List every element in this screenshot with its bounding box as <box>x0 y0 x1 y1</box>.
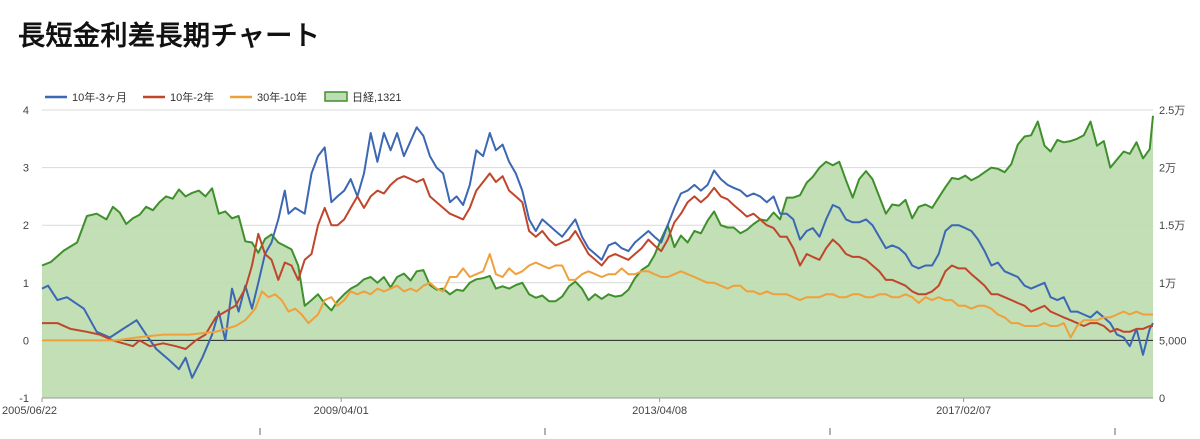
series-line-1 <box>42 172 1153 350</box>
left-tick-label: 0 <box>23 335 29 347</box>
right-tick-label: 2.5万 <box>1159 105 1185 117</box>
legend-label: 30年-10年 <box>257 90 307 104</box>
right-axis: 0 5,000 1万 1.5万 2万 2.5万 <box>1159 105 1187 405</box>
x-tick-label: 2013/04/08 <box>632 405 687 417</box>
series-lines <box>41 115 1154 379</box>
left-tick-label: 1 <box>23 278 29 290</box>
left-tick-label: 2 <box>23 220 29 232</box>
right-tick-label: 0 <box>1159 393 1165 405</box>
legend-swatch-area <box>324 91 348 102</box>
left-tick-label: -1 <box>19 393 29 405</box>
legend-label: 10年-3ヶ月 <box>72 90 127 104</box>
x-axis: 2005/06/22 2009/04/01 2013/04/08 2017/02/07 <box>2 398 1116 435</box>
zero-layer <box>42 339 1153 399</box>
x-tick-label: 2009/04/01 <box>314 405 369 417</box>
series-line-0 <box>41 126 1154 379</box>
page-title: 長短金利差長期チャート <box>18 21 321 52</box>
series-line-3 <box>41 115 1154 312</box>
left-tick-label: 4 <box>23 105 29 117</box>
right-tick-label: 5,000 <box>1159 335 1187 347</box>
legend-label: 日経,1321 <box>352 91 402 104</box>
right-tick-label: 1.5万 <box>1159 220 1185 232</box>
left-tick-label: 3 <box>23 163 29 175</box>
right-tick-label: 2万 <box>1159 163 1176 175</box>
x-tick-label: 2017/02/07 <box>936 405 991 417</box>
legend-label: 10年-2年 <box>170 90 214 104</box>
series-line-2 <box>42 253 1153 342</box>
x-tick-label: 2005/06/22 <box>2 405 57 417</box>
left-axis: -1 0 1 2 3 4 <box>19 105 29 405</box>
right-tick-label: 1万 <box>1159 278 1176 290</box>
chart-legend: 10年-3ヶ月 10年-2年 30年-10年 日経,1321 <box>45 90 402 104</box>
